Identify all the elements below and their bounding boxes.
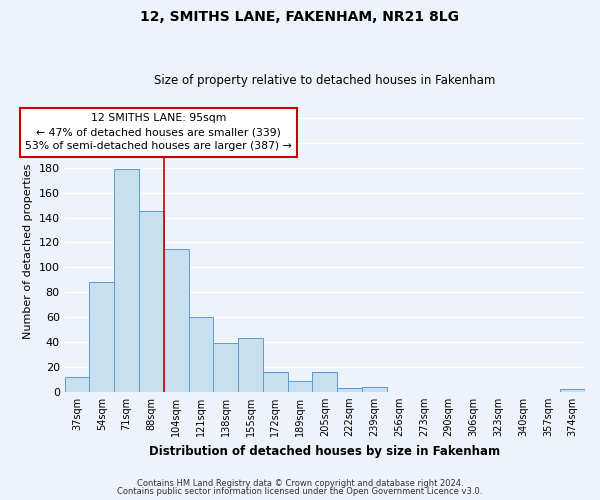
- Bar: [188, 317, 214, 392]
- Bar: [313, 372, 337, 392]
- Bar: [89, 282, 114, 392]
- Bar: [560, 390, 585, 392]
- Bar: [362, 387, 387, 392]
- Bar: [287, 380, 313, 392]
- Bar: [263, 372, 287, 392]
- Y-axis label: Number of detached properties: Number of detached properties: [23, 164, 33, 340]
- Bar: [65, 377, 89, 392]
- Bar: [114, 169, 139, 392]
- Bar: [238, 338, 263, 392]
- Title: Size of property relative to detached houses in Fakenham: Size of property relative to detached ho…: [154, 74, 496, 87]
- Text: 12, SMITHS LANE, FAKENHAM, NR21 8LG: 12, SMITHS LANE, FAKENHAM, NR21 8LG: [140, 10, 460, 24]
- Text: Contains public sector information licensed under the Open Government Licence v3: Contains public sector information licen…: [118, 487, 482, 496]
- Bar: [214, 344, 238, 392]
- Text: 12 SMITHS LANE: 95sqm
← 47% of detached houses are smaller (339)
53% of semi-det: 12 SMITHS LANE: 95sqm ← 47% of detached …: [25, 113, 292, 151]
- Bar: [164, 248, 188, 392]
- X-axis label: Distribution of detached houses by size in Fakenham: Distribution of detached houses by size …: [149, 444, 500, 458]
- Bar: [139, 212, 164, 392]
- Text: Contains HM Land Registry data © Crown copyright and database right 2024.: Contains HM Land Registry data © Crown c…: [137, 478, 463, 488]
- Bar: [337, 388, 362, 392]
